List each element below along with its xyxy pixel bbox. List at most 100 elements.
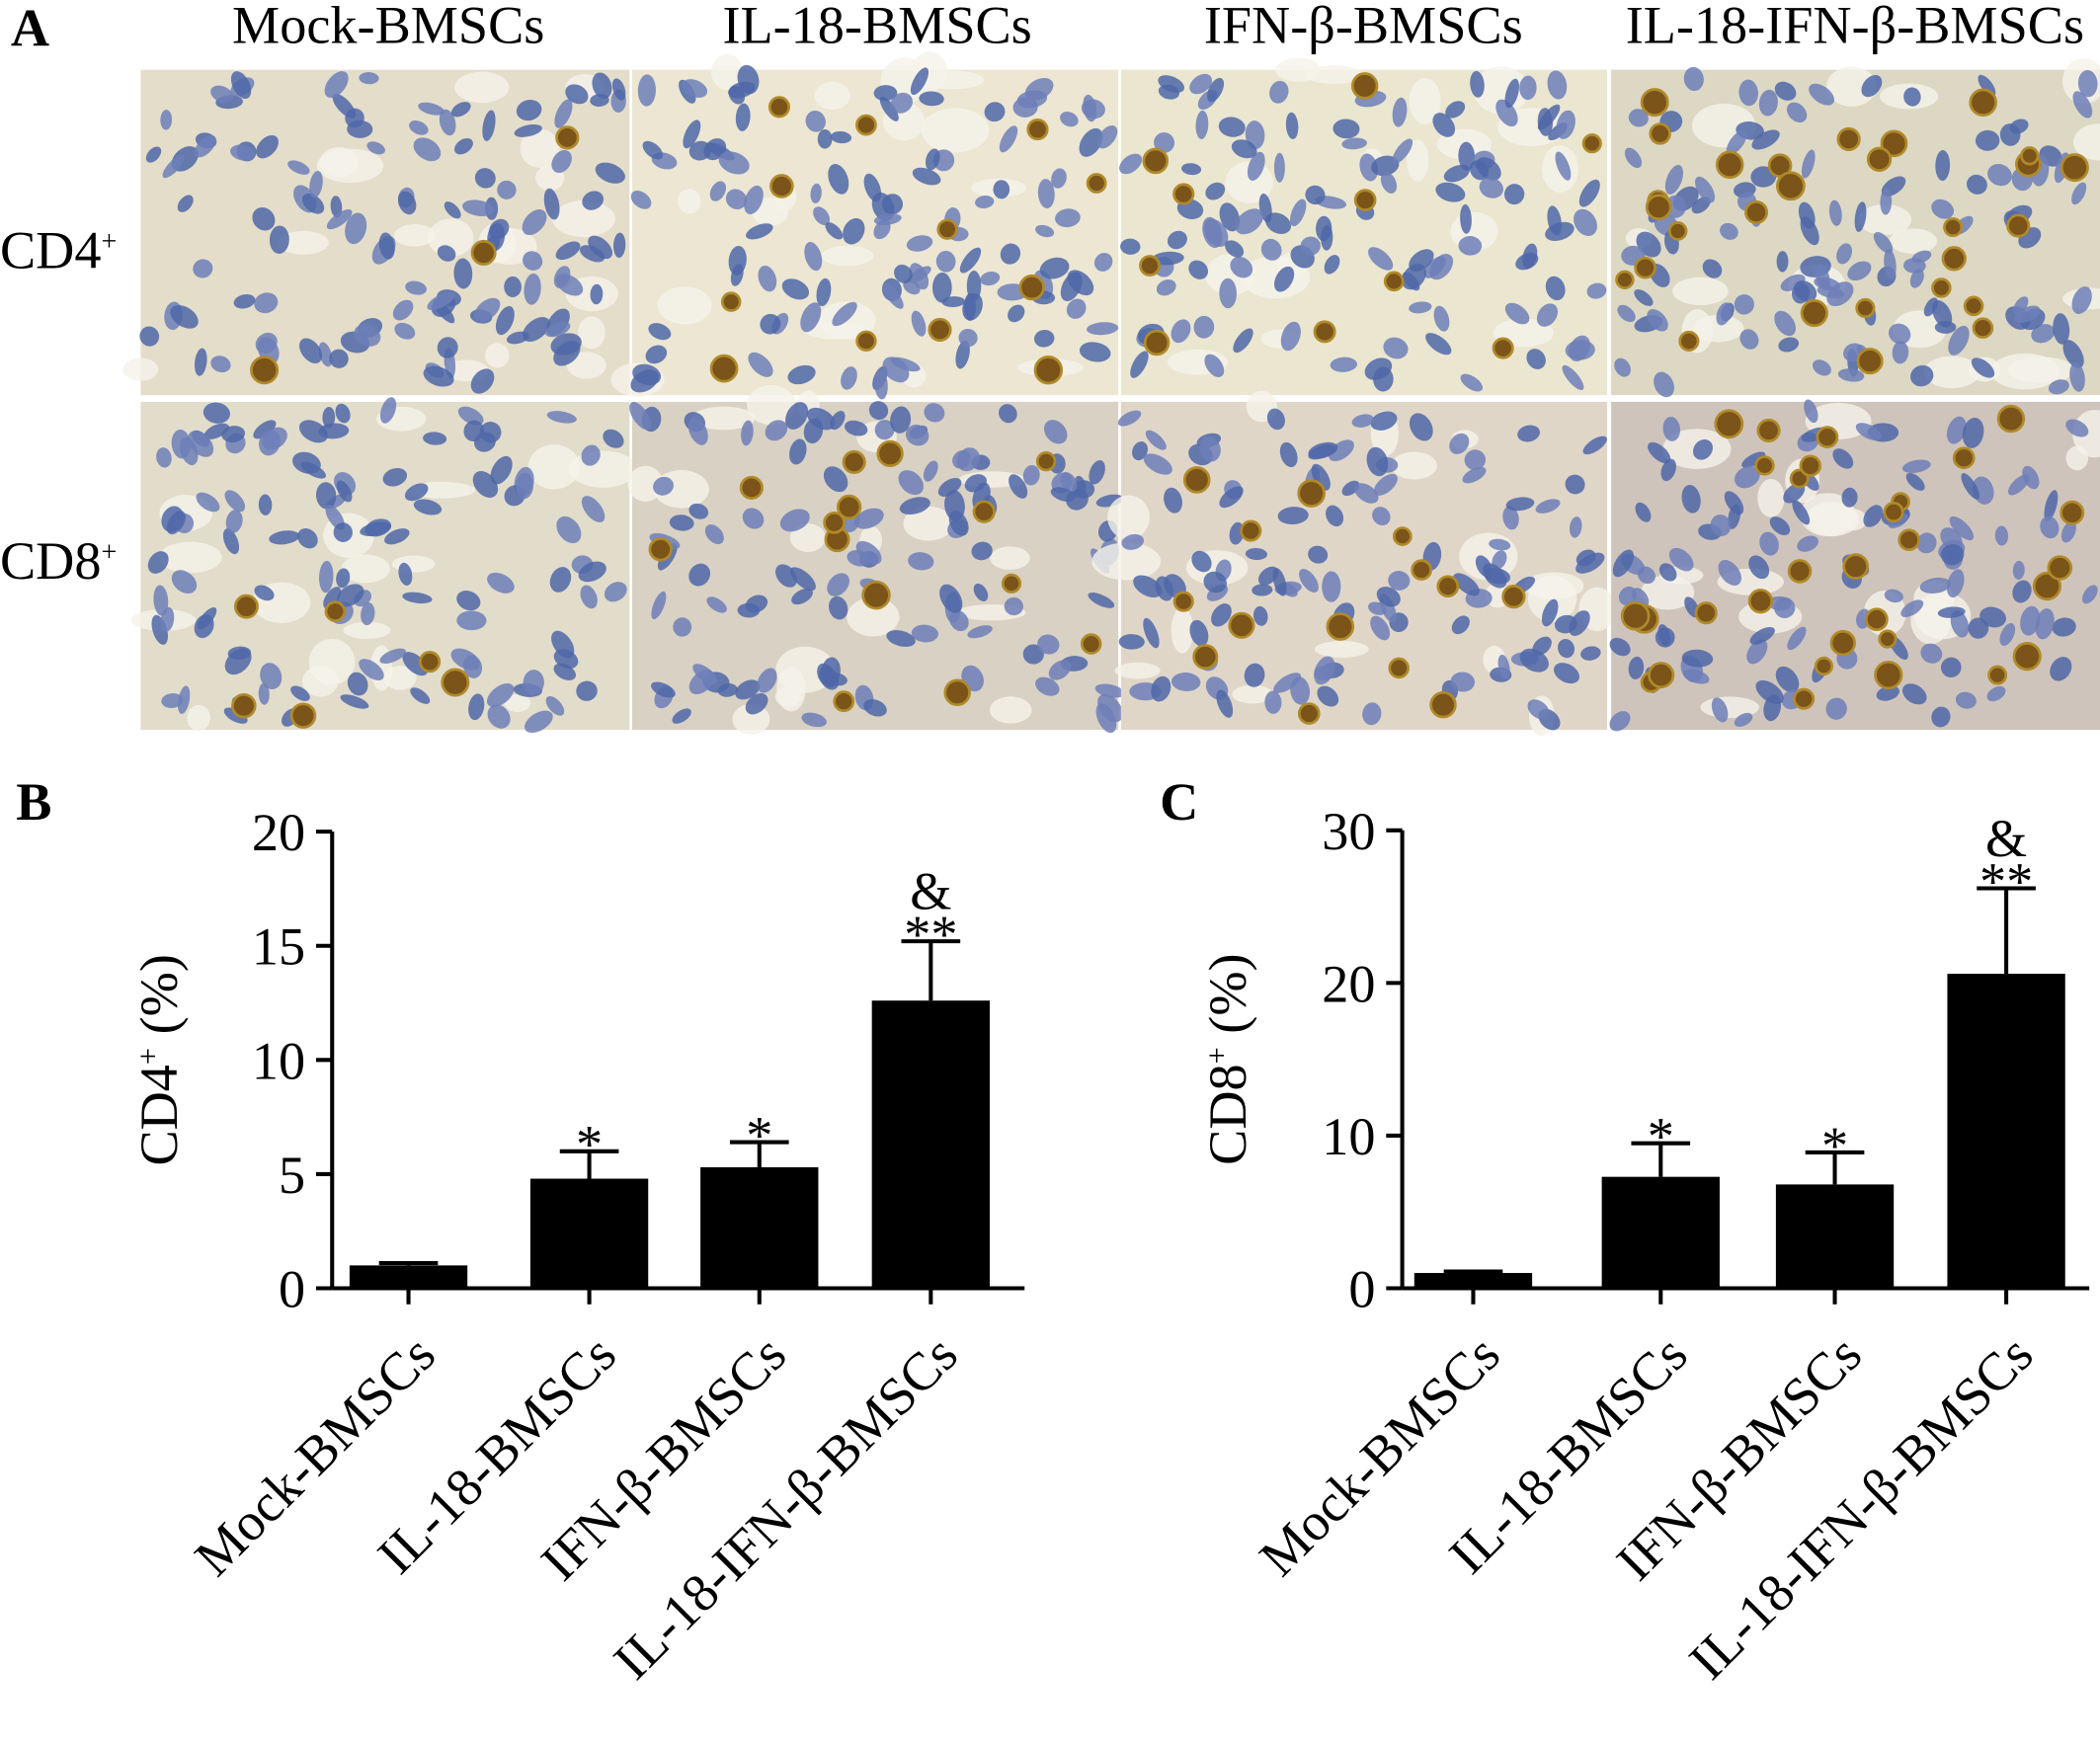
nucleus: [1909, 364, 1934, 387]
nucleus: [873, 213, 902, 225]
nucleus: [359, 659, 384, 680]
nucleus: [1517, 425, 1540, 442]
nucleus: [1333, 119, 1360, 139]
nucleus: [1354, 483, 1379, 504]
nucleus: [1368, 247, 1394, 271]
nucleus: [975, 195, 995, 208]
nucleus: [1033, 329, 1055, 348]
nucleus: [456, 591, 481, 611]
nucleus: [863, 699, 887, 717]
nucleus: [1359, 153, 1378, 182]
nucleus: [1219, 486, 1244, 509]
nucleus: [1043, 420, 1068, 444]
nucleus: [637, 74, 656, 107]
nucleus: [1460, 203, 1472, 234]
nucleus: [1614, 357, 1631, 377]
nucleus: [221, 426, 246, 443]
nucleus: [823, 466, 848, 493]
stained-cell: [1350, 72, 1379, 100]
panel-label: C: [1160, 772, 1198, 832]
nucleus: [725, 189, 747, 210]
stroma: [747, 384, 796, 426]
stroma: [158, 541, 222, 574]
nucleus: [735, 103, 751, 131]
nucleus: [1734, 712, 1753, 727]
nucleus: [1793, 280, 1817, 302]
nucleus: [1901, 459, 1931, 473]
nucleus: [1133, 575, 1163, 597]
stained-cell: [1814, 656, 1834, 676]
nucleus: [2012, 580, 2032, 603]
nucleus: [828, 595, 848, 620]
nucleus: [1154, 132, 1175, 153]
nucleus: [1191, 550, 1212, 573]
micrograph: [1091, 390, 1616, 737]
nucleus: [171, 570, 198, 595]
nucleus: [456, 610, 487, 631]
nucleus: [1609, 711, 1631, 732]
nucleus: [1919, 577, 1952, 594]
nucleus: [1362, 702, 1382, 726]
nucleus: [894, 264, 913, 283]
stained-cell: [1649, 122, 1671, 145]
nucleus: [1937, 606, 1966, 618]
stroma: [1407, 139, 1429, 182]
nucleus: [1273, 152, 1285, 183]
nucleus: [757, 668, 777, 693]
nucleus: [949, 609, 969, 632]
nucleus: [1072, 480, 1095, 499]
nucleus: [543, 188, 560, 220]
nucleus: [1096, 125, 1118, 149]
nucleus: [1079, 127, 1103, 157]
nucleus: [474, 297, 501, 322]
micrograph: [130, 397, 637, 734]
stained-cell: [1436, 575, 1460, 598]
nucleus: [1828, 199, 1842, 226]
nucleus: [413, 499, 443, 516]
nucleus: [1569, 516, 1582, 538]
nucleus: [1940, 657, 1962, 678]
nucleus: [258, 494, 273, 516]
stained-cell: [1793, 687, 1816, 710]
stained-cell: [1018, 274, 1045, 301]
nucleus: [1809, 83, 1835, 106]
nucleus: [925, 148, 940, 171]
bar: [1601, 1176, 1720, 1289]
nucleus: [2060, 520, 2076, 543]
nucleus: [1768, 595, 1792, 611]
nucleus: [1812, 359, 1831, 376]
nucleus: [1569, 335, 1590, 361]
y-tick-label: 0: [1348, 1259, 1375, 1318]
nucleus: [1658, 563, 1677, 582]
nucleus: [1909, 269, 1924, 288]
nucleus: [227, 646, 252, 661]
nucleus: [1216, 689, 1234, 718]
nucleus: [450, 102, 471, 118]
stroma: [1171, 606, 1194, 654]
nucleus: [1961, 473, 1979, 500]
nucleus: [524, 273, 541, 305]
nucleus: [1873, 231, 1894, 254]
nucleus: [335, 403, 351, 424]
nucleus: [1609, 637, 1631, 657]
stroma: [391, 555, 436, 573]
nucleus: [800, 302, 822, 333]
stained-cell: [1694, 601, 1718, 625]
stained-cell: [943, 678, 971, 707]
nucleus: [2081, 585, 2098, 604]
nucleus: [1219, 278, 1237, 309]
nucleus: [611, 78, 626, 101]
nucleus: [603, 429, 624, 448]
nucleus: [551, 150, 572, 174]
panel-label: A: [11, 0, 49, 57]
stroma: [1672, 277, 1729, 306]
nucleus: [161, 693, 184, 709]
nucleus: [254, 292, 279, 314]
nucleus: [1364, 357, 1393, 380]
nucleus: [193, 259, 213, 278]
nucleus: [287, 160, 310, 175]
nucleus: [1088, 592, 1115, 608]
nucleus: [1370, 615, 1391, 641]
nucleus: [1798, 201, 1816, 229]
nucleus: [1453, 573, 1480, 596]
